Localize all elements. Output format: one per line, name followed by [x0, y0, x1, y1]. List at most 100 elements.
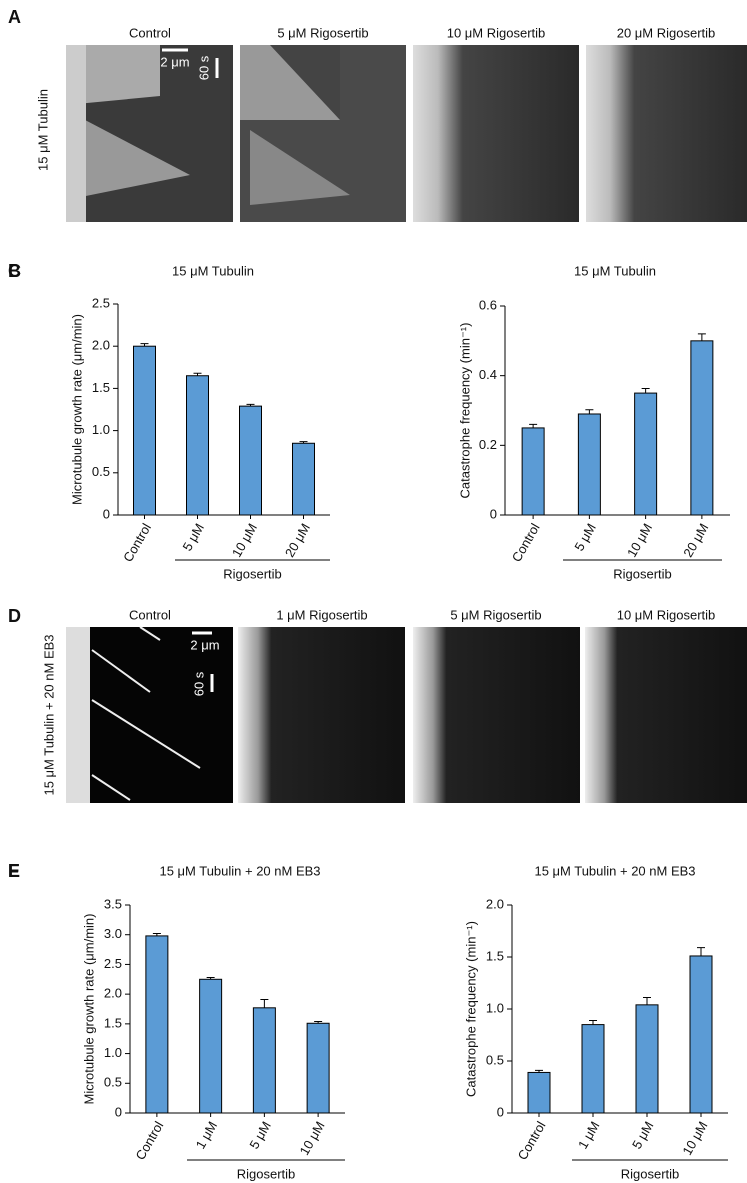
x-tick-label: Control — [132, 1119, 166, 1163]
y-tick-label: 0 — [490, 506, 497, 521]
error-bar — [206, 977, 215, 980]
kymo-title: 10 μM Rigosertib — [617, 607, 716, 622]
x-tick-label: 10 μM — [229, 521, 260, 560]
panel-letter: D — [8, 606, 21, 626]
kymo-title: 20 μM Rigosertib — [617, 25, 716, 40]
bar — [252, 1007, 276, 1114]
kymo-title: 5 μM Rigosertib — [450, 607, 541, 622]
group-label: Rigosertib — [223, 566, 282, 581]
y-axis-label: Catastrophe frequency (min⁻¹) — [457, 323, 472, 499]
kymo-title: 5 μM Rigosertib — [277, 25, 368, 40]
y-tick-label: 0.2 — [479, 437, 497, 452]
y-axis-label: Microtubule growth rate (μm/min) — [81, 914, 96, 1105]
bar — [690, 340, 714, 516]
row-label: 15 μM Tubulin — [35, 89, 50, 171]
y-tick-label: 0.5 — [486, 1052, 504, 1067]
y-tick-label: 2.0 — [104, 986, 122, 1001]
error-bar — [314, 1020, 323, 1024]
kymo-title: 10 μM Rigosertib — [447, 25, 546, 40]
group-label: Rigosertib — [613, 566, 672, 581]
bar — [577, 413, 601, 516]
bar — [527, 1071, 551, 1114]
error-bar — [697, 947, 705, 956]
x-tick-label: 1 μM — [575, 1119, 603, 1152]
y-tick-label: 0.5 — [104, 1075, 122, 1090]
x-tick-label: 10 μM — [624, 521, 655, 560]
y-tick-label: 0 — [497, 1104, 504, 1119]
y-tick-label: 1.5 — [486, 948, 504, 963]
x-tick-label: 5 μM — [571, 521, 599, 554]
chart-title: 15 μM Tubulin — [172, 263, 254, 278]
bar — [635, 1004, 659, 1114]
x-tick-label: 20 μM — [282, 521, 313, 560]
row-label: 15 μM Tubulin + 20 nM EB3 — [41, 634, 56, 795]
x-tick-label: 10 μM — [679, 1119, 710, 1158]
error-bar — [585, 409, 594, 414]
kymo-title: Control — [129, 607, 171, 622]
group-label: Rigosertib — [237, 1166, 296, 1181]
x-tick-label: 5 μM — [629, 1119, 657, 1152]
bar — [145, 935, 169, 1114]
bar — [689, 955, 713, 1114]
x-tick-label: Control — [120, 521, 154, 565]
scale-label: 2 μm — [190, 637, 219, 652]
bar — [581, 1024, 605, 1114]
chart-title: 15 μM Tubulin — [574, 263, 656, 278]
bar — [306, 1022, 330, 1114]
y-tick-label: 2.0 — [92, 338, 110, 353]
error-bar — [299, 441, 308, 444]
x-tick-label: Control — [515, 1119, 549, 1163]
y-tick-label: 0.4 — [479, 367, 497, 382]
bar — [199, 978, 223, 1114]
error-bar — [643, 997, 651, 1005]
error-bar — [260, 998, 269, 1008]
y-tick-label: 0 — [115, 1104, 122, 1119]
group-label: Rigosertib — [621, 1166, 680, 1181]
chart-title: 15 μM Tubulin + 20 nM EB3 — [534, 863, 695, 878]
bar — [521, 427, 545, 516]
y-tick-label: 0.5 — [92, 464, 110, 479]
panel-letter: F — [8, 861, 19, 881]
chart-title: 15 μM Tubulin + 20 nM EB3 — [159, 863, 320, 878]
y-tick-label: 2.5 — [92, 295, 110, 310]
y-tick-label: 0 — [103, 506, 110, 521]
y-axis-label: Catastrophe frequency (min⁻¹) — [463, 921, 478, 1097]
error-bar — [140, 343, 149, 347]
scale-label: 60 s — [196, 55, 211, 80]
x-tick-label: 20 μM — [680, 521, 711, 560]
y-tick-label: 2.0 — [486, 896, 504, 911]
x-tick-label: 5 μM — [179, 521, 207, 554]
error-bar — [641, 388, 650, 394]
error-bar — [589, 1019, 597, 1025]
kymo-title: Control — [129, 25, 171, 40]
x-tick-label: 5 μM — [246, 1119, 274, 1152]
bar — [133, 345, 156, 516]
panel-letter: C — [8, 261, 21, 281]
kymo-title: 1 μM Rigosertib — [276, 607, 367, 622]
x-tick-label: Control — [509, 521, 543, 565]
error-bar — [152, 933, 161, 936]
bar — [634, 392, 658, 516]
error-bar — [535, 1069, 543, 1073]
y-tick-label: 2.5 — [104, 956, 122, 971]
scale-label: 2 μm — [160, 54, 189, 69]
error-bar — [697, 333, 706, 341]
y-tick-label: 1.5 — [104, 1015, 122, 1030]
y-tick-label: 1.0 — [104, 1045, 122, 1060]
error-bar — [193, 372, 202, 376]
x-tick-label: 10 μM — [297, 1119, 328, 1158]
panel-letter: E — [8, 861, 20, 881]
y-tick-label: 1.5 — [92, 380, 110, 395]
scale-label: 60 s — [191, 671, 206, 696]
y-tick-label: 0.6 — [479, 297, 497, 312]
y-tick-label: 3.5 — [104, 896, 122, 911]
bar — [186, 375, 209, 516]
error-bar — [529, 423, 538, 428]
panel-letter: A — [8, 7, 21, 27]
bar — [239, 405, 262, 516]
x-tick-label: 1 μM — [193, 1119, 221, 1152]
y-tick-label: 3.0 — [104, 926, 122, 941]
error-bar — [246, 403, 255, 407]
bar — [292, 442, 315, 516]
